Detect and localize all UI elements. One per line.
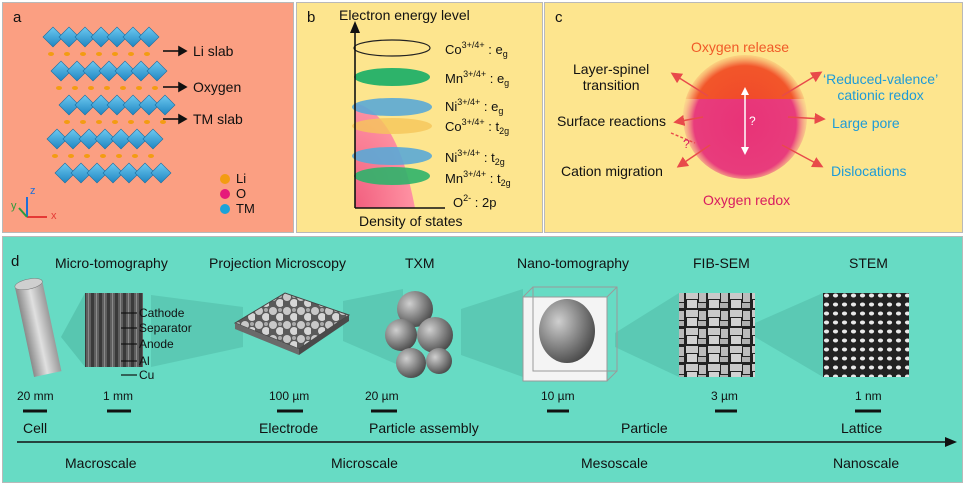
cell-cylinder <box>14 278 62 377</box>
level-mn-eg: Mn3+/4+ : eg <box>445 69 510 88</box>
technique-txm: TXM <box>405 255 435 271</box>
scalebar-20mm: 20 mm <box>17 389 54 403</box>
object-particle: Particle <box>621 420 668 436</box>
axis-x-label: x <box>51 210 57 222</box>
o-legend-dot <box>220 189 230 199</box>
tm-slab <box>58 94 176 116</box>
layer-cu: Cu <box>139 368 155 382</box>
scale-mesoscale: Mesoscale <box>581 455 648 471</box>
oxygen-sphere-diagram <box>670 55 826 179</box>
co-eg-band <box>353 39 431 57</box>
li-layer <box>48 52 150 56</box>
mn-t2g-band <box>354 167 430 185</box>
panel-d: d <box>2 236 963 483</box>
particle-assembly-image <box>385 291 453 378</box>
tm-slab <box>46 128 164 150</box>
release-cap <box>685 55 805 99</box>
oxygen-redox-label: Oxygen redox <box>703 192 791 208</box>
layer-spinel-label: Layer-spinel transition <box>573 61 650 93</box>
technique-nano-tomography: Nano-tomography <box>517 255 630 271</box>
legend-o: O <box>236 186 247 201</box>
layer-cathode: Cathode <box>139 306 185 320</box>
layer-anode: Anode <box>139 337 174 351</box>
level-co-t2g: Co3+/4+ : t2g <box>445 117 510 136</box>
scale-macroscale: Macroscale <box>65 455 137 471</box>
tm-slab <box>54 162 172 184</box>
level-ni-eg: Ni3+/4+ : eg <box>445 97 504 116</box>
energy-axis-label: Electron energy level <box>339 7 470 23</box>
layer-separator: Separator <box>139 321 192 335</box>
dislocations-label: Dislocations <box>831 163 907 179</box>
legend-tm: TM <box>236 201 255 216</box>
scalebar-100um: 100 µm <box>269 389 310 403</box>
cation-migration-label: Cation migration <box>561 163 663 179</box>
li-layer <box>64 120 166 124</box>
panel-b-letter: b <box>307 9 316 26</box>
question-mark-left: ? <box>683 137 690 151</box>
panel-a-letter: a <box>13 9 22 26</box>
fib-sem-image <box>679 293 755 377</box>
oxygen-release-label: Oxygen release <box>691 39 790 55</box>
mn-eg-band <box>354 68 430 86</box>
micro-tomography-image <box>85 293 143 367</box>
tm-slab <box>50 60 168 82</box>
scalebar-1mm: 1 mm <box>103 389 133 403</box>
large-pore-label: Large pore <box>832 115 900 131</box>
nano-tomography-image <box>522 286 618 382</box>
layer-al: Al <box>139 354 150 368</box>
object-electrode: Electrode <box>259 420 319 436</box>
technique-micro-tomography: Micro-tomography <box>55 255 168 271</box>
question-mark-center: ? <box>749 114 756 128</box>
ni-t2g-band <box>352 147 432 165</box>
technique-fib-sem: FIB-SEM <box>693 255 750 271</box>
electrode-image <box>233 292 351 350</box>
scale-microscale: Microscale <box>331 455 398 471</box>
scalebar-10um: 10 µm <box>541 389 575 403</box>
level-co-eg: Co3+/4+ : eg <box>445 40 508 59</box>
scalebar-20um: 20 µm <box>365 389 399 403</box>
tm-slab <box>42 26 160 48</box>
panel-c-letter: c <box>555 9 563 26</box>
stem-image <box>823 293 909 377</box>
multiscale-images <box>14 278 957 447</box>
scale-nanoscale: Nanoscale <box>833 455 900 471</box>
scalebar-1nm: 1 nm <box>855 389 882 403</box>
object-particle-assembly: Particle assembly <box>369 420 479 436</box>
axis-y-label: y <box>11 200 17 212</box>
panel-a: a Li slab Oxygen TM slab Li O TM z y x <box>2 2 294 233</box>
co-t2g-band <box>352 118 432 134</box>
tm-slab-label: TM slab <box>193 111 243 127</box>
technique-stem: STEM <box>849 255 888 271</box>
li-legend-dot <box>220 174 230 184</box>
oxygen-label: Oxygen <box>193 79 242 95</box>
panel-d-letter: d <box>11 253 20 270</box>
object-lattice: Lattice <box>841 420 883 436</box>
tm-legend-dot <box>220 204 230 214</box>
dos-axis-label: Density of states <box>359 213 463 229</box>
li-layer <box>52 154 154 158</box>
panel-c: c Oxygen release Oxy <box>544 2 963 233</box>
surface-reactions-label: Surface reactions <box>557 113 666 129</box>
object-cell: Cell <box>23 420 48 436</box>
legend-li: Li <box>236 171 247 186</box>
scalebar-3um: 3 µm <box>711 389 738 403</box>
level-ni-t2g: Ni3+/4+ : t2g <box>445 148 505 167</box>
li-layer <box>56 86 158 90</box>
panel-b: b Electron energy level Density of state… <box>296 2 543 233</box>
layered-crystal-structure <box>18 26 230 218</box>
ni-eg-band <box>352 98 432 116</box>
axis-z-label: z <box>30 185 36 197</box>
level-o-2p: O2- : 2p <box>453 193 497 210</box>
dos-diagram <box>350 21 445 209</box>
li-slab-label: Li slab <box>193 43 234 59</box>
technique-projection-microscopy: Projection Microscopy <box>209 255 346 271</box>
level-mn-t2g: Mn3+/4+ : t2g <box>445 169 511 188</box>
reduced-valence-label: ‘Reduced-valence’ cationic redox <box>823 71 939 103</box>
